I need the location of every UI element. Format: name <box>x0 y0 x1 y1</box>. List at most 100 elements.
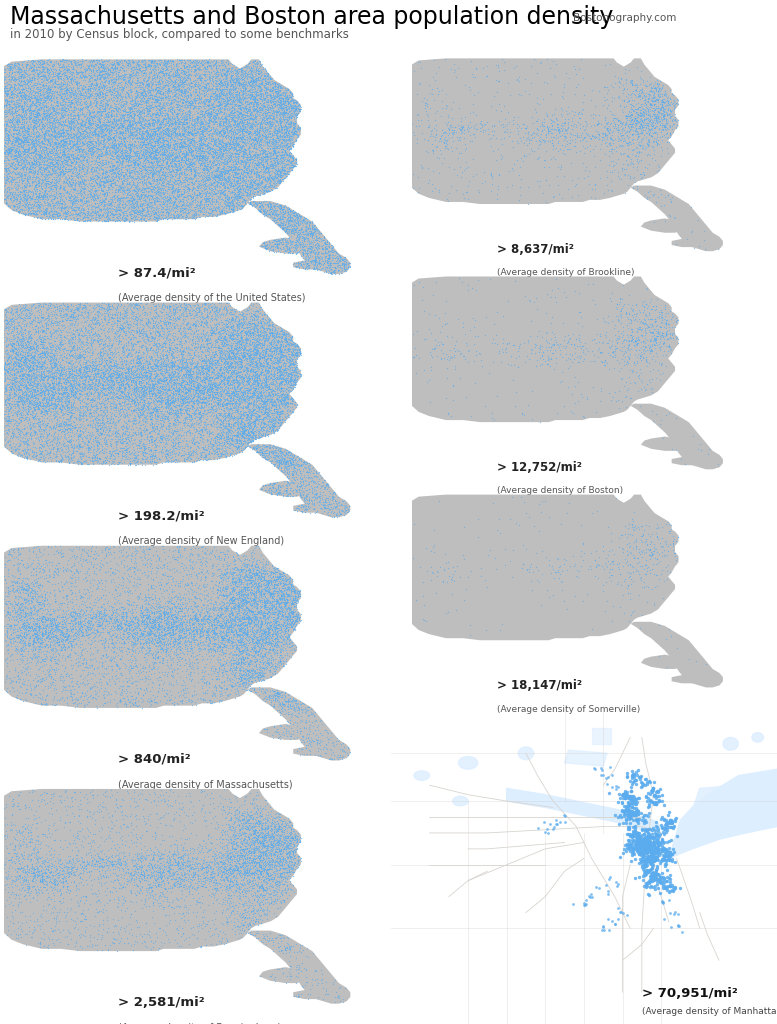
Point <box>199 357 211 374</box>
Point <box>268 120 280 136</box>
Point <box>281 580 294 596</box>
Point <box>73 395 85 412</box>
Point <box>626 72 639 88</box>
Point <box>189 333 201 349</box>
Point <box>211 176 223 193</box>
Point <box>196 404 208 421</box>
Point <box>117 188 129 205</box>
Point <box>228 384 240 400</box>
Point <box>202 94 214 111</box>
Point <box>664 102 676 119</box>
Point <box>48 84 61 100</box>
Point <box>19 383 31 399</box>
Point <box>153 178 166 195</box>
Point <box>258 335 270 351</box>
Point <box>200 59 213 76</box>
Point <box>40 346 53 362</box>
Point <box>148 69 160 85</box>
Point <box>81 110 93 126</box>
Point <box>247 565 260 582</box>
Point <box>649 845 661 861</box>
Point <box>9 674 22 690</box>
Point <box>147 614 159 631</box>
Point <box>228 427 241 443</box>
Point <box>148 211 161 227</box>
Point <box>163 171 176 187</box>
Point <box>141 120 153 136</box>
Point <box>29 424 41 440</box>
Point <box>281 849 294 865</box>
Point <box>629 834 642 850</box>
Point <box>291 127 303 143</box>
Point <box>244 439 256 456</box>
Point <box>239 866 252 883</box>
Point <box>189 865 201 882</box>
Point <box>159 627 171 643</box>
Point <box>137 422 149 438</box>
Point <box>186 151 199 167</box>
Point <box>47 418 59 434</box>
Point <box>246 189 258 206</box>
Point <box>116 373 128 389</box>
Point <box>214 340 226 356</box>
Point <box>239 850 251 866</box>
Point <box>110 836 123 852</box>
Point <box>99 591 111 607</box>
Point <box>232 97 244 114</box>
Point <box>37 332 49 348</box>
Point <box>136 381 148 397</box>
Point <box>227 330 239 346</box>
Point <box>12 441 25 458</box>
Point <box>294 343 306 359</box>
Point <box>279 400 291 417</box>
Point <box>153 82 166 98</box>
Point <box>637 831 650 848</box>
Point <box>243 915 256 932</box>
Point <box>145 145 157 162</box>
Point <box>60 122 72 138</box>
Point <box>222 86 235 102</box>
Point <box>176 344 188 360</box>
Point <box>85 188 98 205</box>
Point <box>246 383 259 399</box>
Point <box>177 342 190 358</box>
Point <box>57 123 69 139</box>
Point <box>131 640 143 656</box>
Point <box>226 840 239 856</box>
Point <box>37 407 49 423</box>
Point <box>148 194 160 210</box>
Point <box>230 113 242 129</box>
Point <box>128 154 141 170</box>
Point <box>56 378 68 394</box>
Point <box>78 379 91 395</box>
Point <box>47 893 60 909</box>
Point <box>235 90 248 106</box>
Point <box>260 621 272 637</box>
Point <box>93 123 106 139</box>
Point <box>233 99 246 116</box>
Point <box>165 144 177 161</box>
Point <box>18 194 30 210</box>
Point <box>268 380 280 396</box>
Point <box>246 683 258 699</box>
Polygon shape <box>671 457 702 465</box>
Point <box>95 108 107 124</box>
Point <box>228 867 240 884</box>
Point <box>283 836 295 852</box>
Point <box>145 428 158 444</box>
Point <box>145 140 157 157</box>
Point <box>267 85 279 101</box>
Point <box>18 69 30 85</box>
Point <box>147 379 159 395</box>
Point <box>144 87 156 103</box>
Point <box>314 725 326 741</box>
Point <box>204 417 217 433</box>
Point <box>125 445 138 462</box>
Point <box>113 166 126 182</box>
Point <box>300 729 312 745</box>
Point <box>178 379 190 395</box>
Point <box>106 59 118 76</box>
Point <box>317 495 329 511</box>
Point <box>22 121 34 137</box>
Point <box>113 196 126 212</box>
